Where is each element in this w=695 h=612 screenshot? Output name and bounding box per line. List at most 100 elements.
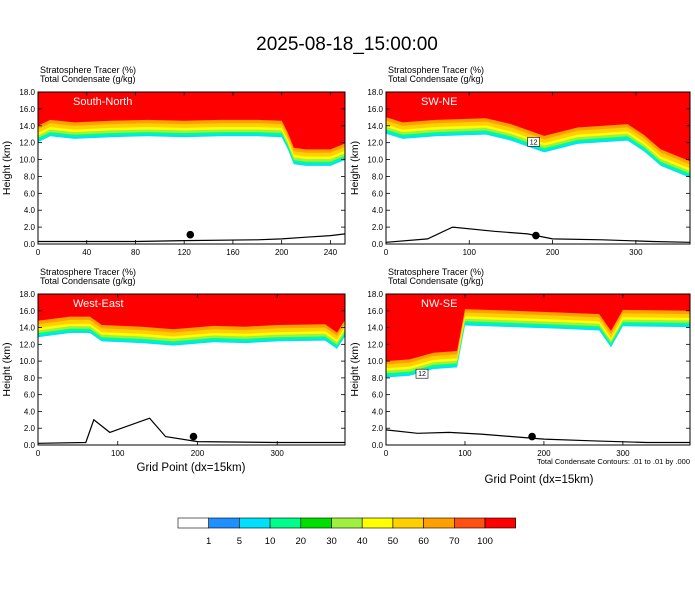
y-tick-label: 2.0 [372, 223, 384, 232]
plot-frame [37, 293, 346, 446]
colorbar-label: 5 [237, 536, 242, 547]
colorbar-label: 30 [326, 536, 337, 547]
colorbar-swatch [177, 517, 210, 529]
y-tick-label: 16.0 [19, 307, 35, 316]
y-tick-label: 16.0 [367, 307, 383, 316]
x-tick-label: 120 [178, 248, 192, 257]
tracer-core [386, 92, 690, 162]
terrain-line [386, 429, 690, 444]
y-axis-label: Height (km) [1, 141, 13, 195]
plot-frame [37, 91, 346, 245]
y-tick-label: 14.0 [19, 324, 35, 333]
y-tick-label: 18.0 [19, 88, 35, 97]
y-tick-label: 8.0 [24, 374, 36, 383]
panel-header-line1: Stratosphere Tracer (%) [388, 267, 484, 277]
y-tick-label: 4.0 [372, 407, 384, 416]
tracer-core [386, 294, 690, 362]
x-tick-label: 0 [384, 449, 389, 458]
x-tick-label: 160 [226, 248, 240, 257]
tracer-core [38, 294, 345, 333]
colorbar-swatch [239, 517, 271, 529]
x-tick-label: 300 [629, 248, 643, 257]
x-tick-label: 0 [384, 248, 389, 257]
y-tick-label: 16.0 [367, 105, 383, 114]
site-marker [186, 230, 195, 239]
panel-header-line2: Total Condensate (g/kg) [388, 276, 484, 286]
colorbar-label: 1 [206, 536, 211, 547]
panel-header-line2: Total Condensate (g/kg) [388, 74, 484, 84]
box-label: 12 [418, 371, 426, 378]
panel-header-line2: Total Condensate (g/kg) [40, 74, 136, 84]
panel-header-line1: Stratosphere Tracer (%) [40, 267, 136, 277]
colorbar-label: 40 [357, 536, 368, 547]
colorbar-label: 50 [388, 536, 399, 547]
x-tick-label: 0 [36, 449, 41, 458]
site-marker [189, 432, 198, 441]
panel-label: South-North [73, 96, 132, 108]
y-tick-label: 6.0 [24, 189, 36, 198]
plot-area: 12 [386, 294, 690, 445]
site-marker [528, 432, 536, 441]
x-tick-label: 100 [463, 248, 477, 257]
terrain-line [38, 233, 345, 243]
y-tick-label: 14.0 [367, 324, 383, 333]
x-tick-label: 200 [191, 449, 205, 458]
y-axis-label: Height (km) [349, 342, 361, 396]
y-tick-label: 14.0 [367, 122, 383, 131]
y-tick-label: 12.0 [19, 139, 35, 148]
box-label: 12 [530, 139, 538, 146]
y-tick-label: 4.0 [372, 206, 384, 215]
y-tick-label: 12.0 [367, 340, 383, 349]
y-tick-label: 0.0 [372, 240, 384, 249]
y-tick-label: 0.0 [24, 441, 36, 450]
panel-label: NW-SE [421, 298, 457, 310]
plot-area [38, 294, 345, 445]
tracer-core [38, 92, 345, 150]
y-tick-label: 10.0 [367, 357, 383, 366]
x-tick-label: 80 [131, 248, 140, 257]
x-tick-label: 100 [111, 449, 125, 458]
y-tick-label: 10.0 [19, 357, 35, 366]
x-tick-label: 200 [275, 248, 289, 257]
y-tick-label: 2.0 [24, 223, 36, 232]
colorbar-swatch [331, 517, 363, 529]
y-axis-label: Height (km) [1, 342, 13, 396]
panel-2: Stratosphere Tracer (%)Total Condensate … [349, 65, 691, 257]
terrain-line [38, 417, 345, 444]
x-axis-label-right: Grid Point (dx=15km) [485, 474, 594, 486]
y-tick-label: 10.0 [367, 156, 383, 165]
y-tick-label: 2.0 [372, 424, 384, 433]
x-tick-label: 40 [82, 248, 91, 257]
colorbar-swatch [484, 517, 517, 529]
figure-title: 2025-08-18_15:00:00 [256, 34, 438, 55]
x-tick-label: 100 [458, 449, 472, 458]
y-tick-label: 16.0 [19, 105, 35, 114]
y-tick-label: 8.0 [24, 172, 36, 181]
colorbar-swatch [208, 517, 240, 529]
y-tick-label: 4.0 [24, 206, 36, 215]
colorbar-label: 100 [477, 536, 493, 547]
y-tick-label: 12.0 [367, 139, 383, 148]
x-tick-label: 200 [537, 449, 551, 458]
contour-note: Total Condensate Contours: .01 to .01 by… [537, 457, 690, 466]
colorbar-swatch [361, 517, 394, 529]
y-tick-label: 12.0 [19, 340, 35, 349]
colorbar-label: 60 [418, 536, 429, 547]
colorbar: 1 5 10 20 30 40 50 60 70 100 [177, 517, 517, 547]
x-tick-label: 200 [546, 248, 560, 257]
site-marker [532, 231, 540, 240]
panel-label: SW-NE [421, 96, 457, 108]
y-tick-label: 18.0 [19, 290, 35, 299]
plot-frame [385, 293, 691, 446]
x-tick-label: 0 [36, 248, 41, 257]
panels: Stratosphere Tracer (%)Total Condensate … [1, 65, 691, 458]
colorbar-label: 10 [265, 536, 276, 547]
colorbar-swatch [392, 517, 424, 529]
panel-header-line2: Total Condensate (g/kg) [40, 276, 136, 286]
x-tick-label: 300 [271, 449, 285, 458]
y-tick-label: 2.0 [24, 424, 36, 433]
panel-header-line1: Stratosphere Tracer (%) [388, 65, 484, 75]
colorbar-swatch [453, 517, 486, 529]
x-tick-label: 240 [324, 248, 338, 257]
